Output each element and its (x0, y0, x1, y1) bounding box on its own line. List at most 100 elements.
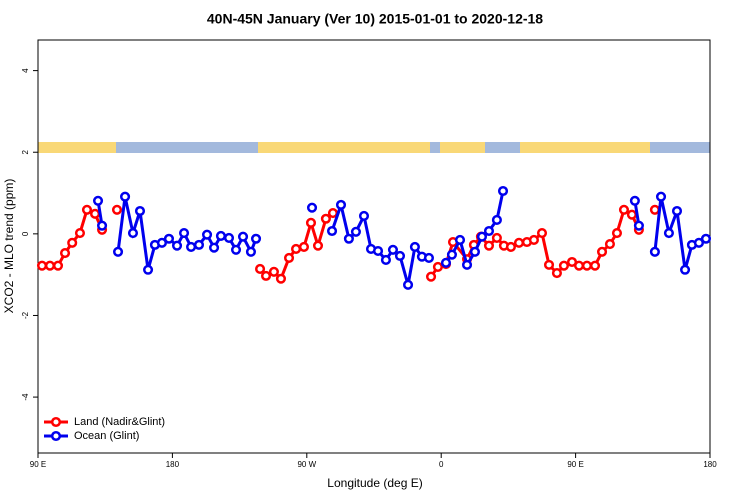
point (611, 227, 623, 239)
point (589, 260, 601, 271)
y-tick-label: 2 (21, 149, 30, 154)
point (543, 259, 555, 270)
point (358, 210, 370, 221)
point (402, 279, 414, 290)
point (201, 229, 213, 240)
point (604, 239, 615, 250)
point (432, 261, 443, 272)
point (275, 273, 287, 284)
point (97, 220, 108, 231)
point (92, 195, 104, 206)
point (573, 260, 585, 271)
point (372, 245, 384, 257)
legend-label: Land (Nadir&Glint) (74, 416, 165, 428)
point (491, 214, 502, 226)
point (171, 240, 183, 251)
point (505, 241, 516, 252)
point (230, 244, 242, 255)
y-tick-label: 4 (21, 68, 30, 73)
point (335, 199, 347, 210)
point (320, 213, 331, 224)
point (120, 191, 131, 202)
point (283, 252, 295, 263)
point (446, 249, 458, 260)
point (163, 233, 175, 244)
legend-label: Ocean (Glint) (74, 430, 139, 442)
point (223, 232, 235, 243)
point (440, 257, 452, 268)
chart-title: 40N-45N January (Ver 10) 2015-01-01 to 2… (207, 11, 543, 27)
land-strip (258, 142, 430, 153)
point (693, 237, 704, 248)
point (425, 271, 437, 282)
x-axis-label: Longitude (deg E) (327, 476, 422, 490)
point (156, 237, 167, 248)
y-tick-label: -4 (21, 393, 30, 401)
point (186, 241, 197, 252)
point (618, 204, 630, 215)
point (387, 244, 399, 255)
point (513, 237, 525, 248)
point (491, 232, 502, 243)
point (250, 233, 262, 244)
legend-marker (50, 430, 62, 442)
point (81, 204, 93, 215)
point (483, 240, 495, 251)
land-strip (38, 142, 116, 153)
point (134, 205, 146, 217)
land-strip (520, 142, 650, 153)
point (74, 227, 86, 239)
x-tick-label: 90 W (297, 460, 316, 469)
y-tick-label: 0 (21, 231, 30, 236)
point (305, 217, 317, 228)
plot-frame (37, 39, 711, 454)
point (237, 231, 249, 242)
point (193, 239, 205, 250)
point (343, 233, 354, 244)
point (127, 227, 139, 239)
point (67, 237, 78, 248)
legend-marker (50, 416, 62, 428)
surface-strip (38, 142, 710, 153)
point (298, 241, 310, 252)
point (649, 204, 660, 215)
point (409, 241, 420, 252)
point (497, 185, 509, 197)
point (209, 242, 220, 253)
point (394, 250, 406, 261)
point (581, 260, 592, 271)
point (461, 259, 473, 270)
point (312, 240, 324, 251)
y-tick-label: -2 (21, 311, 30, 319)
point (483, 225, 495, 237)
x-tick-label: 180 (166, 460, 180, 469)
x-tick-label: 90 E (30, 460, 46, 469)
point (663, 227, 674, 239)
point (629, 195, 640, 206)
point (290, 243, 302, 254)
point (89, 208, 101, 219)
x-tick-label: 90 E (567, 460, 583, 469)
point (306, 202, 318, 213)
x-tick-label: 180 (703, 460, 717, 469)
point (700, 233, 712, 244)
x-tick-label: 0 (439, 460, 444, 469)
point (454, 234, 466, 246)
point (671, 205, 683, 217)
point (596, 246, 608, 257)
point (476, 231, 488, 242)
land-strip (440, 142, 485, 153)
point (350, 226, 361, 237)
point (326, 225, 338, 237)
point (423, 252, 435, 263)
point (112, 246, 124, 257)
point (551, 267, 562, 279)
point (469, 246, 480, 257)
point (178, 227, 190, 239)
point (143, 264, 154, 275)
point (44, 260, 55, 271)
point (268, 266, 279, 277)
y-axis-label: XCO2 - MLO trend (ppm) (2, 179, 16, 314)
point (528, 234, 539, 246)
